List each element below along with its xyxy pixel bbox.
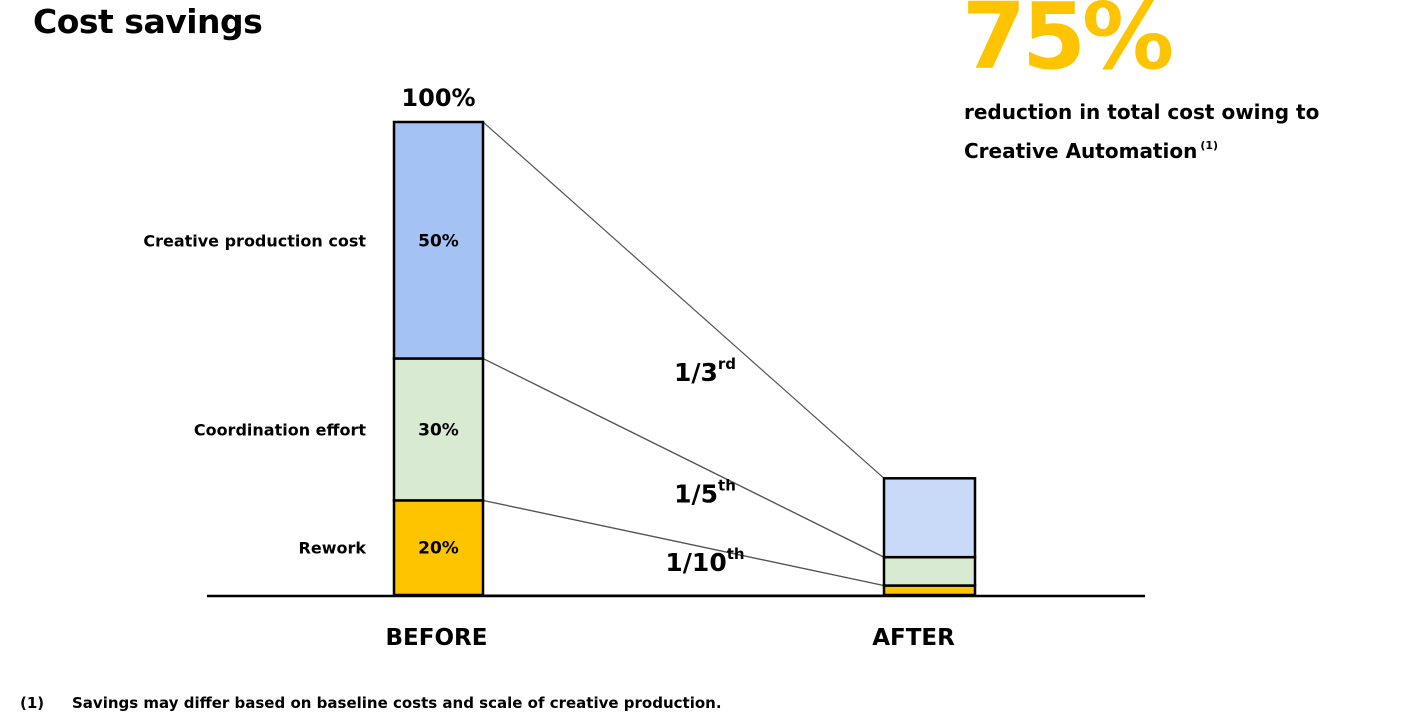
bar-after-rework [882, 584, 977, 597]
bar-after-coordination-effort [882, 555, 977, 587]
footnote-text: Savings may differ based on baseline cos… [72, 694, 722, 712]
reduction-label-rework: 1/10th [665, 545, 744, 577]
segment-label-rework: Rework [299, 539, 367, 558]
bar-before-rework [392, 499, 485, 597]
headline-description-text: reduction in total cost owing to Creativ… [964, 100, 1320, 163]
connector-top-creative-production-cost [482, 121, 885, 479]
connector-bottom-creative-production-cost [482, 357, 885, 558]
footnote: (1) Savings may differ based on baseline … [20, 694, 722, 712]
connector-bottom-coordination-effort [482, 499, 885, 587]
footnote-marker: (1) [20, 694, 45, 712]
bar-before-creative-production-cost [392, 120, 485, 360]
data-label-creative-production-cost: 50% [418, 231, 459, 251]
bar-after-creative-production-cost [882, 477, 977, 559]
reduction-label-coordination-effort: 1/5th [674, 476, 736, 508]
headline-value: 75% [962, 0, 1174, 90]
page-title: Cost savings [33, 2, 263, 41]
category-label-before: BEFORE [386, 625, 488, 651]
headline-footnote-ref: (1) [1200, 139, 1219, 152]
segment-label-creative-production-cost: Creative production cost [143, 231, 366, 250]
data-label-rework: 20% [418, 539, 459, 559]
bar-before-coordination-effort [392, 357, 485, 502]
total-label: 100% [401, 84, 475, 112]
category-label-after: AFTER [872, 625, 955, 651]
data-label-coordination-effort: 30% [418, 420, 459, 440]
segment-label-coordination-effort: Coordination effort [194, 420, 367, 439]
reduction-label-creative-production-cost: 1/3rd [674, 355, 736, 387]
headline-description: reduction in total cost owing to Creativ… [964, 96, 1384, 168]
